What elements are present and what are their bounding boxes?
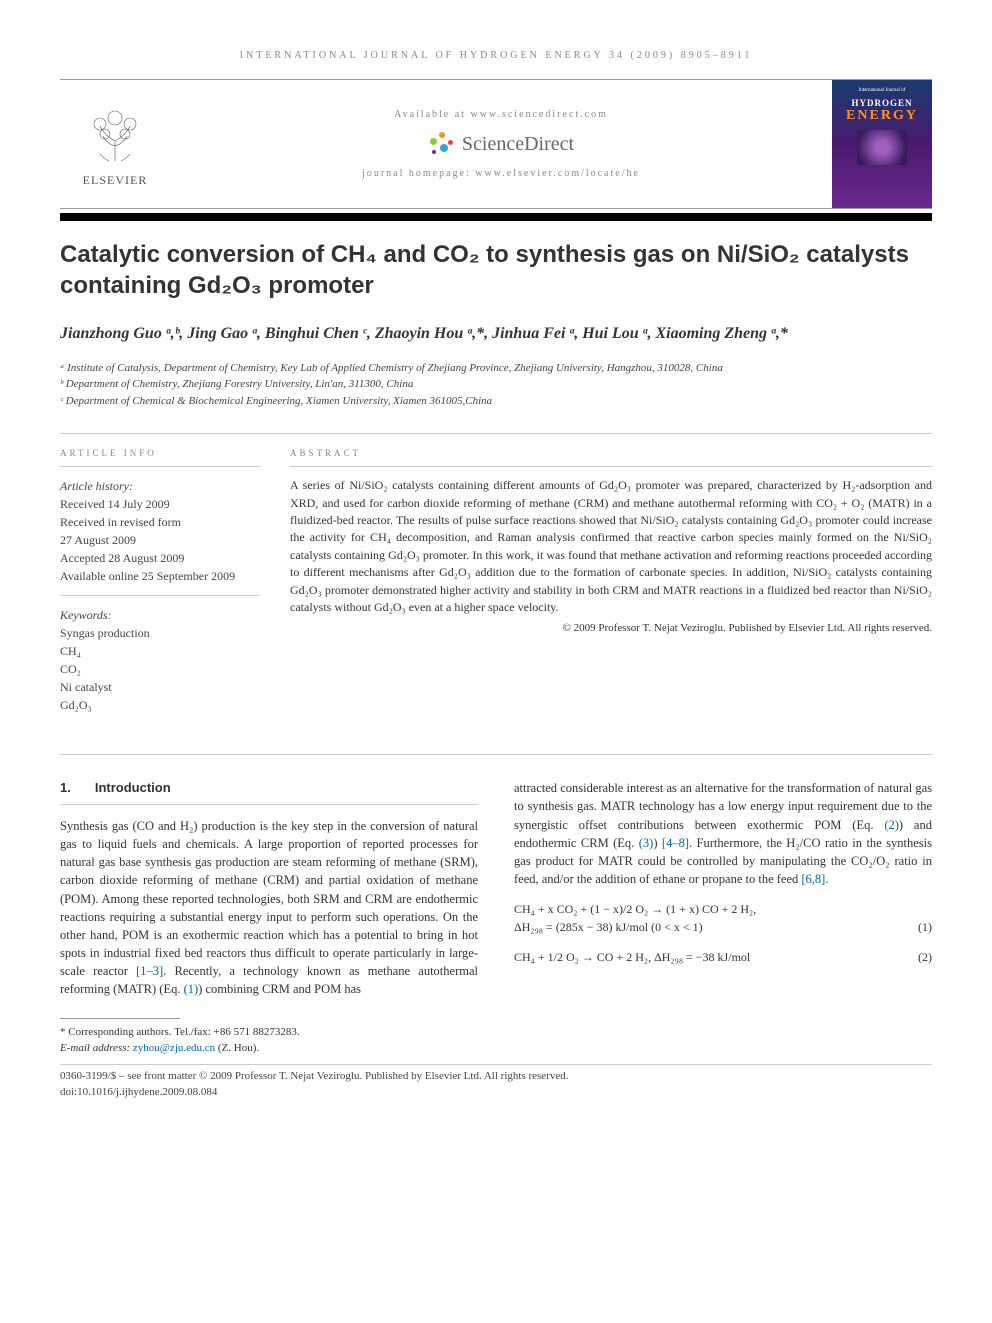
equation-ref[interactable]: (3) bbox=[639, 836, 654, 850]
section-heading: 1. Introduction bbox=[60, 779, 478, 805]
footer-copyright: 0360-3199/$ – see front matter © 2009 Pr… bbox=[60, 1069, 932, 1084]
email-who: (Z. Hou). bbox=[215, 1042, 259, 1054]
header-center: Available at www.sciencedirect.com Scien… bbox=[170, 80, 832, 208]
article-history: Article history: Received 14 July 2009 R… bbox=[60, 477, 260, 596]
keyword: Syngas production bbox=[60, 624, 260, 642]
body-col-left: 1. Introduction Synthesis gas (CO and H₂)… bbox=[60, 779, 478, 1056]
accepted-date: Accepted 28 August 2009 bbox=[60, 549, 260, 567]
sciencedirect-logo: ScienceDirect bbox=[428, 130, 574, 158]
equation-1: CH₄ + x CO₂ + (1 − x)/2 O₂ → (1 + x) CO … bbox=[514, 900, 932, 936]
cover-title-2: ENERGY bbox=[846, 108, 918, 124]
available-line: Available at www.sciencedirect.com bbox=[394, 109, 608, 120]
equation-ref[interactable]: (1) bbox=[184, 982, 199, 996]
keyword: Gd₂O₃ bbox=[60, 696, 260, 714]
keyword: Ni catalyst bbox=[60, 678, 260, 696]
body-divider bbox=[60, 754, 932, 755]
affiliation-b: ᵇ Department of Chemistry, Zhejiang Fore… bbox=[60, 376, 932, 393]
footer-doi: doi:10.1016/j.ijhydene.2009.08.084 bbox=[60, 1085, 932, 1100]
cover-title-1: HYDROGEN bbox=[851, 98, 912, 108]
eq-number: (1) bbox=[918, 919, 932, 936]
citation-link[interactable]: [4–8] bbox=[662, 836, 689, 850]
revised-date-2: 27 August 2009 bbox=[60, 531, 260, 549]
footer: 0360-3199/$ – see front matter © 2009 Pr… bbox=[60, 1069, 932, 1100]
online-date: Available online 25 September 2009 bbox=[60, 567, 260, 585]
keyword: CH₄ bbox=[60, 642, 260, 660]
article-info: ARTICLE INFO Article history: Received 1… bbox=[60, 448, 260, 734]
info-abstract-row: ARTICLE INFO Article history: Received 1… bbox=[60, 433, 932, 734]
history-label: Article history: bbox=[60, 477, 260, 495]
text-span: Synthesis gas (CO and H₂) production is … bbox=[60, 819, 478, 978]
sd-brand-text: ScienceDirect bbox=[462, 133, 574, 156]
section-number: 1. bbox=[60, 780, 71, 795]
section-title: Introduction bbox=[95, 780, 171, 795]
article-title: Catalytic conversion of CH₄ and CO₂ to s… bbox=[60, 239, 932, 301]
homepage-line: journal homepage: www.elsevier.com/locat… bbox=[362, 168, 640, 179]
body-columns: 1. Introduction Synthesis gas (CO and H₂)… bbox=[60, 779, 932, 1056]
abstract-copyright: © 2009 Professor T. Nejat Veziroglu. Pub… bbox=[290, 622, 932, 634]
abstract-heading: ABSTRACT bbox=[290, 448, 932, 467]
intro-paragraph-2: attracted considerable interest as an al… bbox=[514, 779, 932, 888]
email-label: E-mail address: bbox=[60, 1042, 133, 1054]
affiliation-a: ᵃ Institute of Catalysis, Department of … bbox=[60, 360, 932, 377]
corresponding-author: * Corresponding authors. Tel./fax: +86 5… bbox=[60, 1025, 478, 1040]
text-span: ) bbox=[653, 836, 662, 850]
intro-paragraph-1: Synthesis gas (CO and H₂) production is … bbox=[60, 817, 478, 998]
email-line: E-mail address: zyhou@zju.edu.cn (Z. Hou… bbox=[60, 1041, 478, 1056]
text-span: ) combining CRM and POM has bbox=[198, 982, 361, 996]
footnote-separator bbox=[60, 1018, 180, 1019]
publisher-logo: ELSEVIER bbox=[60, 80, 170, 208]
eq2-text: CH₄ + 1/2 O₂ → CO + 2 H₂, ΔH₂₉₈ = −38 kJ… bbox=[514, 948, 908, 966]
keyword: CO₂ bbox=[60, 660, 260, 678]
received-date: Received 14 July 2009 bbox=[60, 495, 260, 513]
body-col-right: attracted considerable interest as an al… bbox=[514, 779, 932, 1056]
elsevier-label: ELSEVIER bbox=[83, 173, 148, 188]
citation-link[interactable]: [1–3] bbox=[136, 964, 163, 978]
journal-cover-thumb: International Journal of HYDROGEN ENERGY bbox=[832, 80, 932, 208]
black-separator bbox=[60, 213, 932, 221]
authors-list: Jianzhong Guo ᵃ,ᵇ, Jing Gao ᵃ, Binghui C… bbox=[60, 323, 932, 345]
sd-dots-icon bbox=[428, 130, 456, 158]
eq1-line2: ΔH₂₉₈ = (285x − 38) kJ/mol (0 < x < 1) bbox=[514, 918, 908, 936]
cover-image-icon bbox=[857, 130, 907, 165]
keywords-block: Keywords: Syngas production CH₄ CO₂ Ni c… bbox=[60, 606, 260, 724]
elsevier-tree-icon bbox=[80, 101, 150, 171]
article-info-heading: ARTICLE INFO bbox=[60, 448, 260, 467]
citation-link[interactable]: [6,8] bbox=[801, 872, 825, 886]
email-link[interactable]: zyhou@zju.edu.cn bbox=[133, 1042, 215, 1054]
abstract-text: A series of Ni/SiO₂ catalysts containing… bbox=[290, 477, 932, 616]
equation-2: CH₄ + 1/2 O₂ → CO + 2 H₂, ΔH₂₉₈ = −38 kJ… bbox=[514, 948, 932, 966]
text-span: . bbox=[825, 872, 828, 886]
abstract: ABSTRACT A series of Ni/SiO₂ catalysts c… bbox=[290, 448, 932, 734]
footnotes: * Corresponding authors. Tel./fax: +86 5… bbox=[60, 1025, 478, 1056]
eq1-line1: CH₄ + x CO₂ + (1 − x)/2 O₂ → (1 + x) CO … bbox=[514, 900, 908, 918]
keywords-label: Keywords: bbox=[60, 606, 260, 624]
affiliation-c: ᶜ Department of Chemical & Biochemical E… bbox=[60, 393, 932, 410]
cover-subtitle: International Journal of bbox=[859, 88, 906, 94]
affiliations: ᵃ Institute of Catalysis, Department of … bbox=[60, 360, 932, 410]
journal-header: ELSEVIER Available at www.sciencedirect.… bbox=[60, 79, 932, 209]
eq-number: (2) bbox=[918, 949, 932, 966]
equation-ref[interactable]: (2) bbox=[884, 818, 899, 832]
running-head: INTERNATIONAL JOURNAL OF HYDROGEN ENERGY… bbox=[60, 50, 932, 61]
text-span: attracted considerable interest as an al… bbox=[514, 781, 932, 831]
revised-date-1: Received in revised form bbox=[60, 513, 260, 531]
